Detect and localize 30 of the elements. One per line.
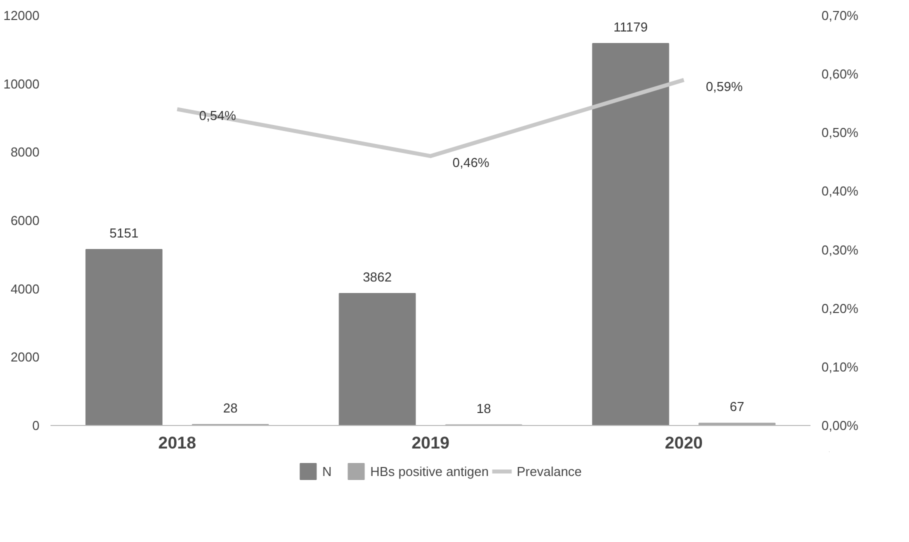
y2-tick-label: 0,60%	[822, 66, 859, 82]
y2-tick-label: 0,70%	[822, 8, 859, 23]
y2-tick-label: 0,10%	[822, 359, 859, 374]
data-label: 0,59%	[706, 78, 744, 94]
data-label: 0,46%	[452, 155, 490, 170]
y-tick-label: 2000	[10, 350, 40, 365]
data-label: 3862	[362, 270, 392, 285]
x-tick-label: 2020	[664, 434, 703, 452]
y2-tick-label: 0,20%	[822, 300, 859, 316]
y-tick-label: 6000	[10, 213, 40, 228]
data-label: 5151	[110, 226, 138, 241]
y-tick-label: 10000	[3, 76, 40, 92]
legend-label: HBs positive antigen	[370, 464, 489, 478]
data-label: 18	[476, 400, 491, 416]
x-tick-label: 2018	[158, 434, 196, 452]
data-label: 11179	[614, 20, 648, 35]
y2-tick-label: 0,50%	[822, 125, 859, 140]
legend-label: Prevalance	[516, 464, 582, 478]
legend-label: N	[322, 464, 333, 478]
y-tick-label: 8000	[10, 144, 40, 160]
data-label: 0,54%	[199, 108, 236, 124]
y-tick-label: 4000	[10, 281, 40, 296]
y2-tick-label: 0,00%	[822, 418, 859, 433]
y2-tick-label: 0,40%	[822, 184, 859, 199]
data-label: 28	[223, 400, 238, 416]
x-tick-label: 2019	[412, 434, 450, 452]
data-label: 67	[730, 399, 744, 414]
y-tick-label: 12000	[3, 8, 40, 23]
y2-tick-label: 0,30%	[822, 242, 859, 258]
y-tick-label: 0	[32, 418, 40, 433]
